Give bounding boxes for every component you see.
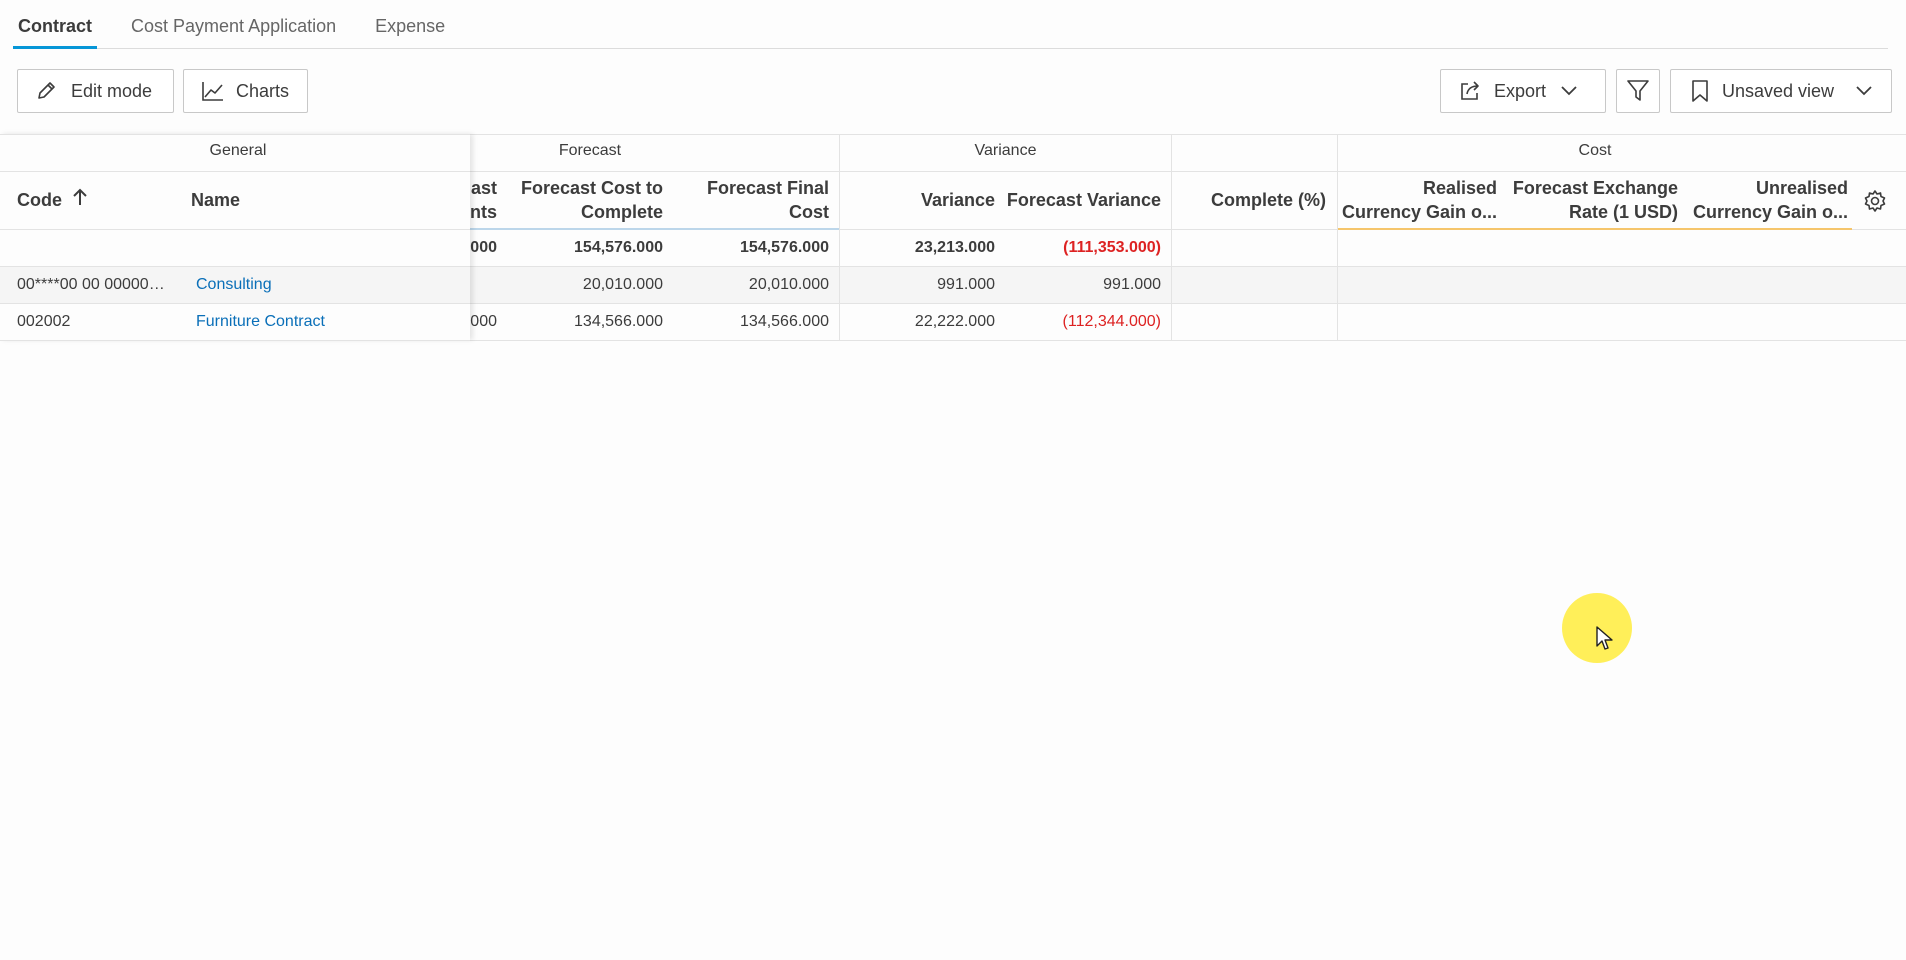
group-header-variance: Variance	[974, 142, 1037, 159]
group-header-general: General	[209, 142, 267, 159]
total-forecast-cost-to-complete: 154,576.000	[574, 239, 663, 256]
pencil-icon	[35, 80, 57, 102]
column-header-line: Forecast Exchange	[1512, 178, 1678, 198]
column-header-line: nts	[470, 202, 497, 222]
total-forecast-final-cost: 154,576.000	[740, 239, 829, 256]
row1-forecast-cost-to-complete: 20,010.000	[582, 276, 663, 293]
row1-code: 00****00 00 000002...	[17, 276, 167, 293]
column-header-line: Realised	[1422, 178, 1497, 198]
column-header-line: Cost	[789, 202, 829, 222]
row2-forecast-final-cost: 134,566.000	[740, 313, 829, 330]
column-header-variance[interactable]: Variance	[920, 190, 995, 210]
view-label: Unsaved view	[1722, 80, 1835, 101]
tab-contract[interactable]: Contract	[12, 16, 98, 49]
export-label: Export	[1494, 80, 1547, 101]
chevron-down-icon	[1856, 86, 1872, 96]
column-header-code[interactable]: Code	[17, 188, 87, 212]
row2-forecast-variance: (112,344.000)	[1062, 313, 1161, 330]
filter-button[interactable]	[1616, 69, 1660, 113]
column-header-name[interactable]: Name	[191, 190, 241, 210]
charts-label: Charts	[236, 80, 290, 101]
column-header-line: ast	[470, 178, 497, 198]
row2-name-link[interactable]: Furniture Contract	[196, 313, 325, 330]
column-header-line: Currency Gain o...	[1692, 202, 1848, 222]
column-header-line: Forecast Cost to	[520, 178, 663, 198]
column-header-line: Currency Gain o...	[1341, 202, 1497, 222]
export-icon	[1459, 80, 1481, 102]
row2-forecast-cost-to-complete: 134,566.000	[574, 313, 663, 330]
column-header-line: Rate (1 USD)	[1568, 202, 1678, 222]
chevron-down-icon	[1561, 86, 1577, 96]
row2-forecast-adjustments: 000	[470, 313, 497, 330]
bookmark-icon	[1691, 80, 1709, 102]
charts-button[interactable]: Charts	[183, 69, 308, 113]
row1-name-link[interactable]: Consulting	[196, 276, 272, 293]
row1-forecast-final-cost: 20,010.000	[748, 276, 829, 293]
total-forecast-variance: (111,353.000)	[1063, 239, 1161, 256]
column-header-realised-currency-gain[interactable]: Realised Currency Gain o...	[1340, 176, 1497, 224]
column-header-line: Forecast Final	[706, 178, 829, 198]
export-button[interactable]: Export	[1440, 69, 1606, 113]
column-header-line: Complete	[580, 202, 663, 222]
edit-mode-button[interactable]: Edit mode	[17, 69, 174, 113]
row2-code: 002002	[17, 313, 71, 330]
column-header-forecast-adjustments[interactable]: ast nts	[440, 176, 497, 224]
tab-expense[interactable]: Expense	[375, 16, 446, 36]
mouse-pointer-icon	[1596, 626, 1614, 657]
edit-mode-label: Edit mode	[71, 80, 153, 101]
column-header-code-label: Code	[17, 190, 62, 210]
column-header-forecast-final-cost[interactable]: Forecast Final Cost	[680, 176, 829, 224]
gear-icon[interactable]	[1863, 189, 1887, 218]
column-header-forecast-exchange-rate[interactable]: Forecast Exchange Rate (1 USD)	[1510, 176, 1678, 224]
row1-forecast-variance: 991.000	[1103, 276, 1161, 293]
row-background	[0, 267, 470, 303]
column-header-forecast-cost-to-complete[interactable]: Forecast Cost to Complete	[510, 176, 663, 224]
saved-view-dropdown[interactable]: Unsaved view	[1670, 69, 1892, 113]
tab-bar: Contract Cost Payment Application Expens…	[12, 0, 1888, 49]
row2-variance: 22,222.000	[914, 313, 995, 330]
column-header-complete-pct[interactable]: Complete (%)	[1210, 190, 1326, 210]
column-header-forecast-variance[interactable]: Forecast Variance	[1006, 190, 1161, 210]
arrow-up-icon	[73, 188, 87, 212]
row1-variance: 991.000	[937, 276, 995, 293]
total-variance: 23,213.000	[914, 239, 995, 256]
tab-cost-payment-application[interactable]: Cost Payment Application	[131, 16, 337, 36]
pinned-columns: General Code Name 00****00 00 000002... …	[0, 134, 470, 341]
group-header-forecast: Forecast	[558, 142, 622, 159]
column-header-line: Unrealised	[1755, 178, 1848, 198]
group-header-cost: Cost	[1578, 142, 1612, 159]
column-header-unrealised-currency-gain[interactable]: Unrealised Currency Gain o...	[1690, 176, 1848, 224]
line-chart-icon	[201, 80, 225, 102]
total-forecast-adjustments: 000	[470, 239, 497, 256]
filter-icon	[1627, 79, 1649, 103]
